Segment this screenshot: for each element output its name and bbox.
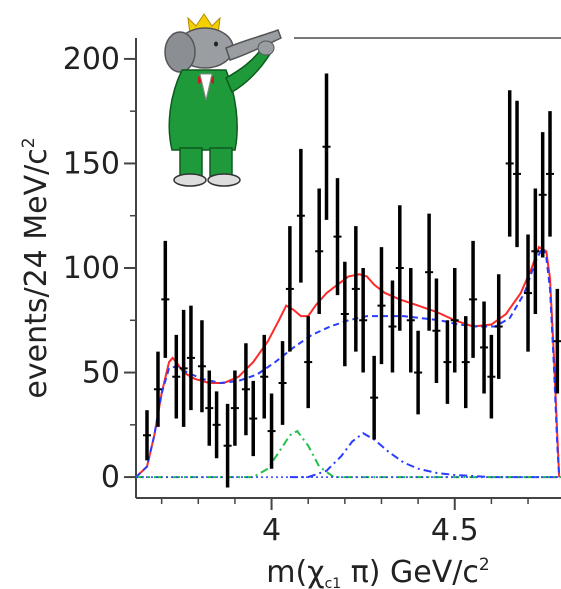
fit-curve-2 bbox=[135, 244, 561, 478]
data-point bbox=[377, 247, 386, 365]
elephant-mascot-icon bbox=[160, 10, 294, 190]
data-point bbox=[285, 226, 294, 352]
data-point bbox=[370, 355, 379, 440]
fit-curve-4 bbox=[136, 429, 561, 479]
data-point bbox=[249, 380, 258, 457]
data-point bbox=[179, 309, 188, 427]
data-point bbox=[406, 268, 415, 373]
y-tick-label: 150 bbox=[63, 146, 120, 181]
data-point bbox=[461, 316, 470, 409]
data-point bbox=[425, 213, 434, 331]
data-point bbox=[450, 268, 459, 373]
data-point bbox=[278, 341, 287, 425]
data-point bbox=[296, 148, 305, 283]
data-point bbox=[212, 391, 221, 459]
data-point bbox=[161, 240, 170, 358]
data-point bbox=[524, 234, 533, 352]
x-tick-label: 4.5 bbox=[431, 513, 479, 548]
x-tick-label: 4 bbox=[262, 513, 281, 548]
fit-curve-1 bbox=[135, 245, 561, 478]
data-point bbox=[241, 343, 250, 436]
data-point bbox=[443, 320, 452, 404]
data-point bbox=[333, 178, 342, 296]
data-point bbox=[480, 301, 489, 394]
data-point bbox=[197, 320, 206, 413]
data-point bbox=[487, 334, 496, 419]
data-point bbox=[513, 100, 522, 248]
y-axis-label: events/24 MeV/c2 bbox=[19, 137, 54, 398]
data-point bbox=[359, 268, 368, 373]
data-point bbox=[531, 188, 540, 314]
data-points bbox=[142, 73, 561, 488]
data-point bbox=[205, 370, 214, 446]
data-point bbox=[388, 280, 397, 373]
data-point bbox=[304, 316, 313, 409]
y-tick-label: 50 bbox=[82, 356, 120, 391]
data-point bbox=[546, 111, 555, 237]
data-point bbox=[469, 240, 478, 358]
data-point bbox=[230, 370, 239, 446]
data-point bbox=[395, 205, 404, 331]
data-point bbox=[538, 132, 547, 258]
data-point bbox=[322, 73, 331, 220]
data-point bbox=[340, 261, 349, 367]
data-point bbox=[315, 188, 324, 314]
x-axis-label: m(χc1 π) GeV/c2 bbox=[266, 555, 489, 589]
data-point bbox=[186, 305, 195, 411]
y-tick-label: 0 bbox=[101, 460, 120, 495]
data-point bbox=[553, 288, 561, 394]
data-point bbox=[260, 334, 269, 419]
fit-curve-3 bbox=[289, 432, 561, 479]
y-tick-label: 100 bbox=[63, 251, 120, 286]
data-point bbox=[494, 274, 503, 379]
data-point bbox=[414, 330, 423, 415]
y-tick-label: 200 bbox=[63, 42, 120, 77]
data-point bbox=[172, 334, 181, 419]
data-point bbox=[142, 410, 151, 461]
x-ticks: 4 4.5 bbox=[160, 498, 529, 548]
data-point bbox=[432, 278, 441, 383]
data-point bbox=[351, 226, 360, 352]
data-point bbox=[505, 90, 514, 237]
data-point bbox=[153, 351, 162, 427]
data-point bbox=[267, 393, 276, 469]
data-point bbox=[223, 403, 232, 488]
y-ticks: 0 50 100 150 200 bbox=[63, 42, 136, 495]
